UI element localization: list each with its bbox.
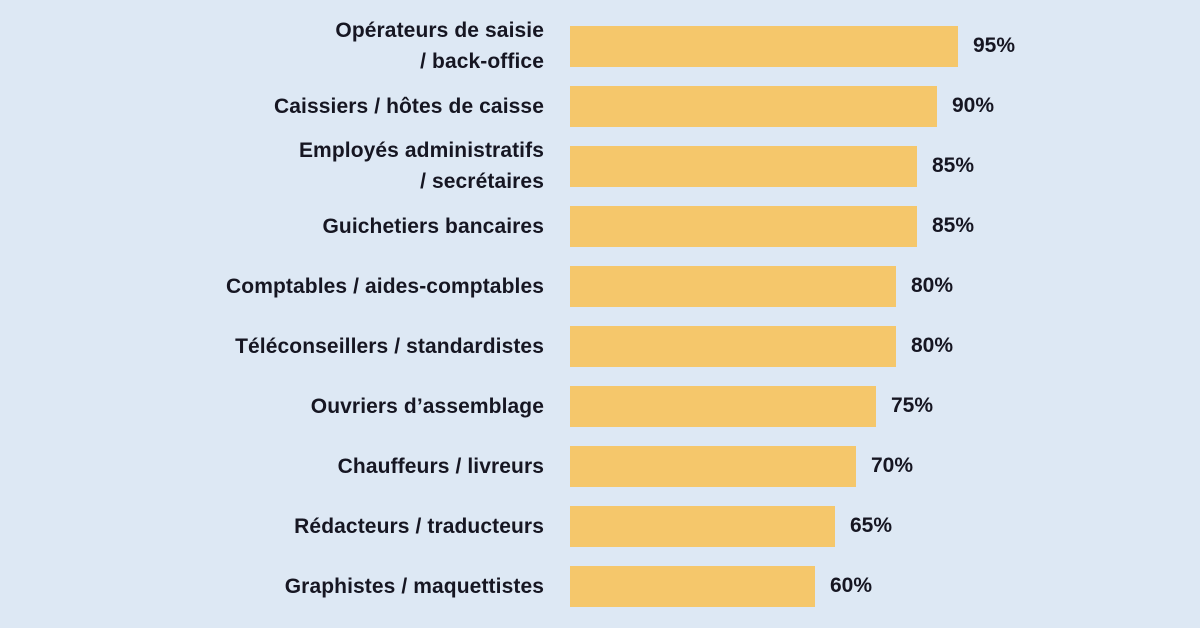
bar: [570, 325, 896, 367]
bar: [570, 25, 958, 67]
bar-track: 70%: [570, 445, 1200, 487]
bar-track: 85%: [570, 145, 1200, 187]
value-label: 75%: [891, 394, 934, 417]
category-label: Graphistes / maquettistes: [284, 574, 544, 598]
value-label: 70%: [871, 454, 914, 477]
bar: [570, 265, 896, 307]
category-label: Téléconseillers / standardistes: [235, 334, 544, 358]
bar: [570, 565, 815, 607]
chart-row: Téléconseillers / standardistes 80%: [0, 316, 1200, 376]
chart-row: Rédacteurs / traducteurs 65%: [0, 496, 1200, 556]
category-label: Comptables / aides-comptables: [226, 274, 544, 298]
chart-row: Employés administratifs / secrétaires 85%: [0, 136, 1200, 196]
chart-row: Chauffeurs / livreurs 70%: [0, 436, 1200, 496]
bar: [570, 505, 835, 547]
category-label: Rédacteurs / traducteurs: [294, 514, 544, 538]
bar-track: 75%: [570, 385, 1200, 427]
category-label: Chauffeurs / livreurs: [337, 454, 544, 478]
bar-track: 95%: [570, 25, 1200, 67]
bar-track: 80%: [570, 325, 1200, 367]
value-label: 80%: [911, 334, 954, 357]
chart-row: Guichetiers bancaires 85%: [0, 196, 1200, 256]
bar-track: 80%: [570, 265, 1200, 307]
category-label: Guichetiers bancaires: [322, 214, 544, 238]
bar: [570, 385, 876, 427]
bar: [570, 205, 917, 247]
bar: [570, 85, 937, 127]
bar: [570, 145, 917, 187]
bar-track: 85%: [570, 205, 1200, 247]
bar-track: 90%: [570, 85, 1200, 127]
value-label: 60%: [830, 574, 873, 597]
category-label: Opérateurs de saisie / back-office: [335, 19, 544, 73]
value-label: 95%: [973, 34, 1016, 57]
chart-rows: Opérateurs de saisie / back-office 95% Cai…: [0, 16, 1200, 616]
value-label: 65%: [850, 514, 893, 537]
value-label: 90%: [952, 94, 995, 117]
value-label: 80%: [911, 274, 954, 297]
bar-track: 65%: [570, 505, 1200, 547]
chart-row: Caissiers / hôtes de caisse 90%: [0, 76, 1200, 136]
category-label: Employés administratifs / secrétaires: [298, 139, 544, 193]
category-label: Caissiers / hôtes de caisse: [273, 94, 544, 118]
chart-row: Graphistes / maquettistes 60%: [0, 556, 1200, 616]
value-label: 85%: [932, 214, 975, 237]
value-label: 85%: [932, 154, 975, 177]
chart-row: Comptables / aides-comptables 80%: [0, 256, 1200, 316]
bar-track: 60%: [570, 565, 1200, 607]
chart-row: Opérateurs de saisie / back-office 95%: [0, 16, 1200, 76]
bar: [570, 445, 856, 487]
chart-row: Ouvriers d’assemblage 75%: [0, 376, 1200, 436]
category-label: Ouvriers d’assemblage: [310, 394, 544, 418]
